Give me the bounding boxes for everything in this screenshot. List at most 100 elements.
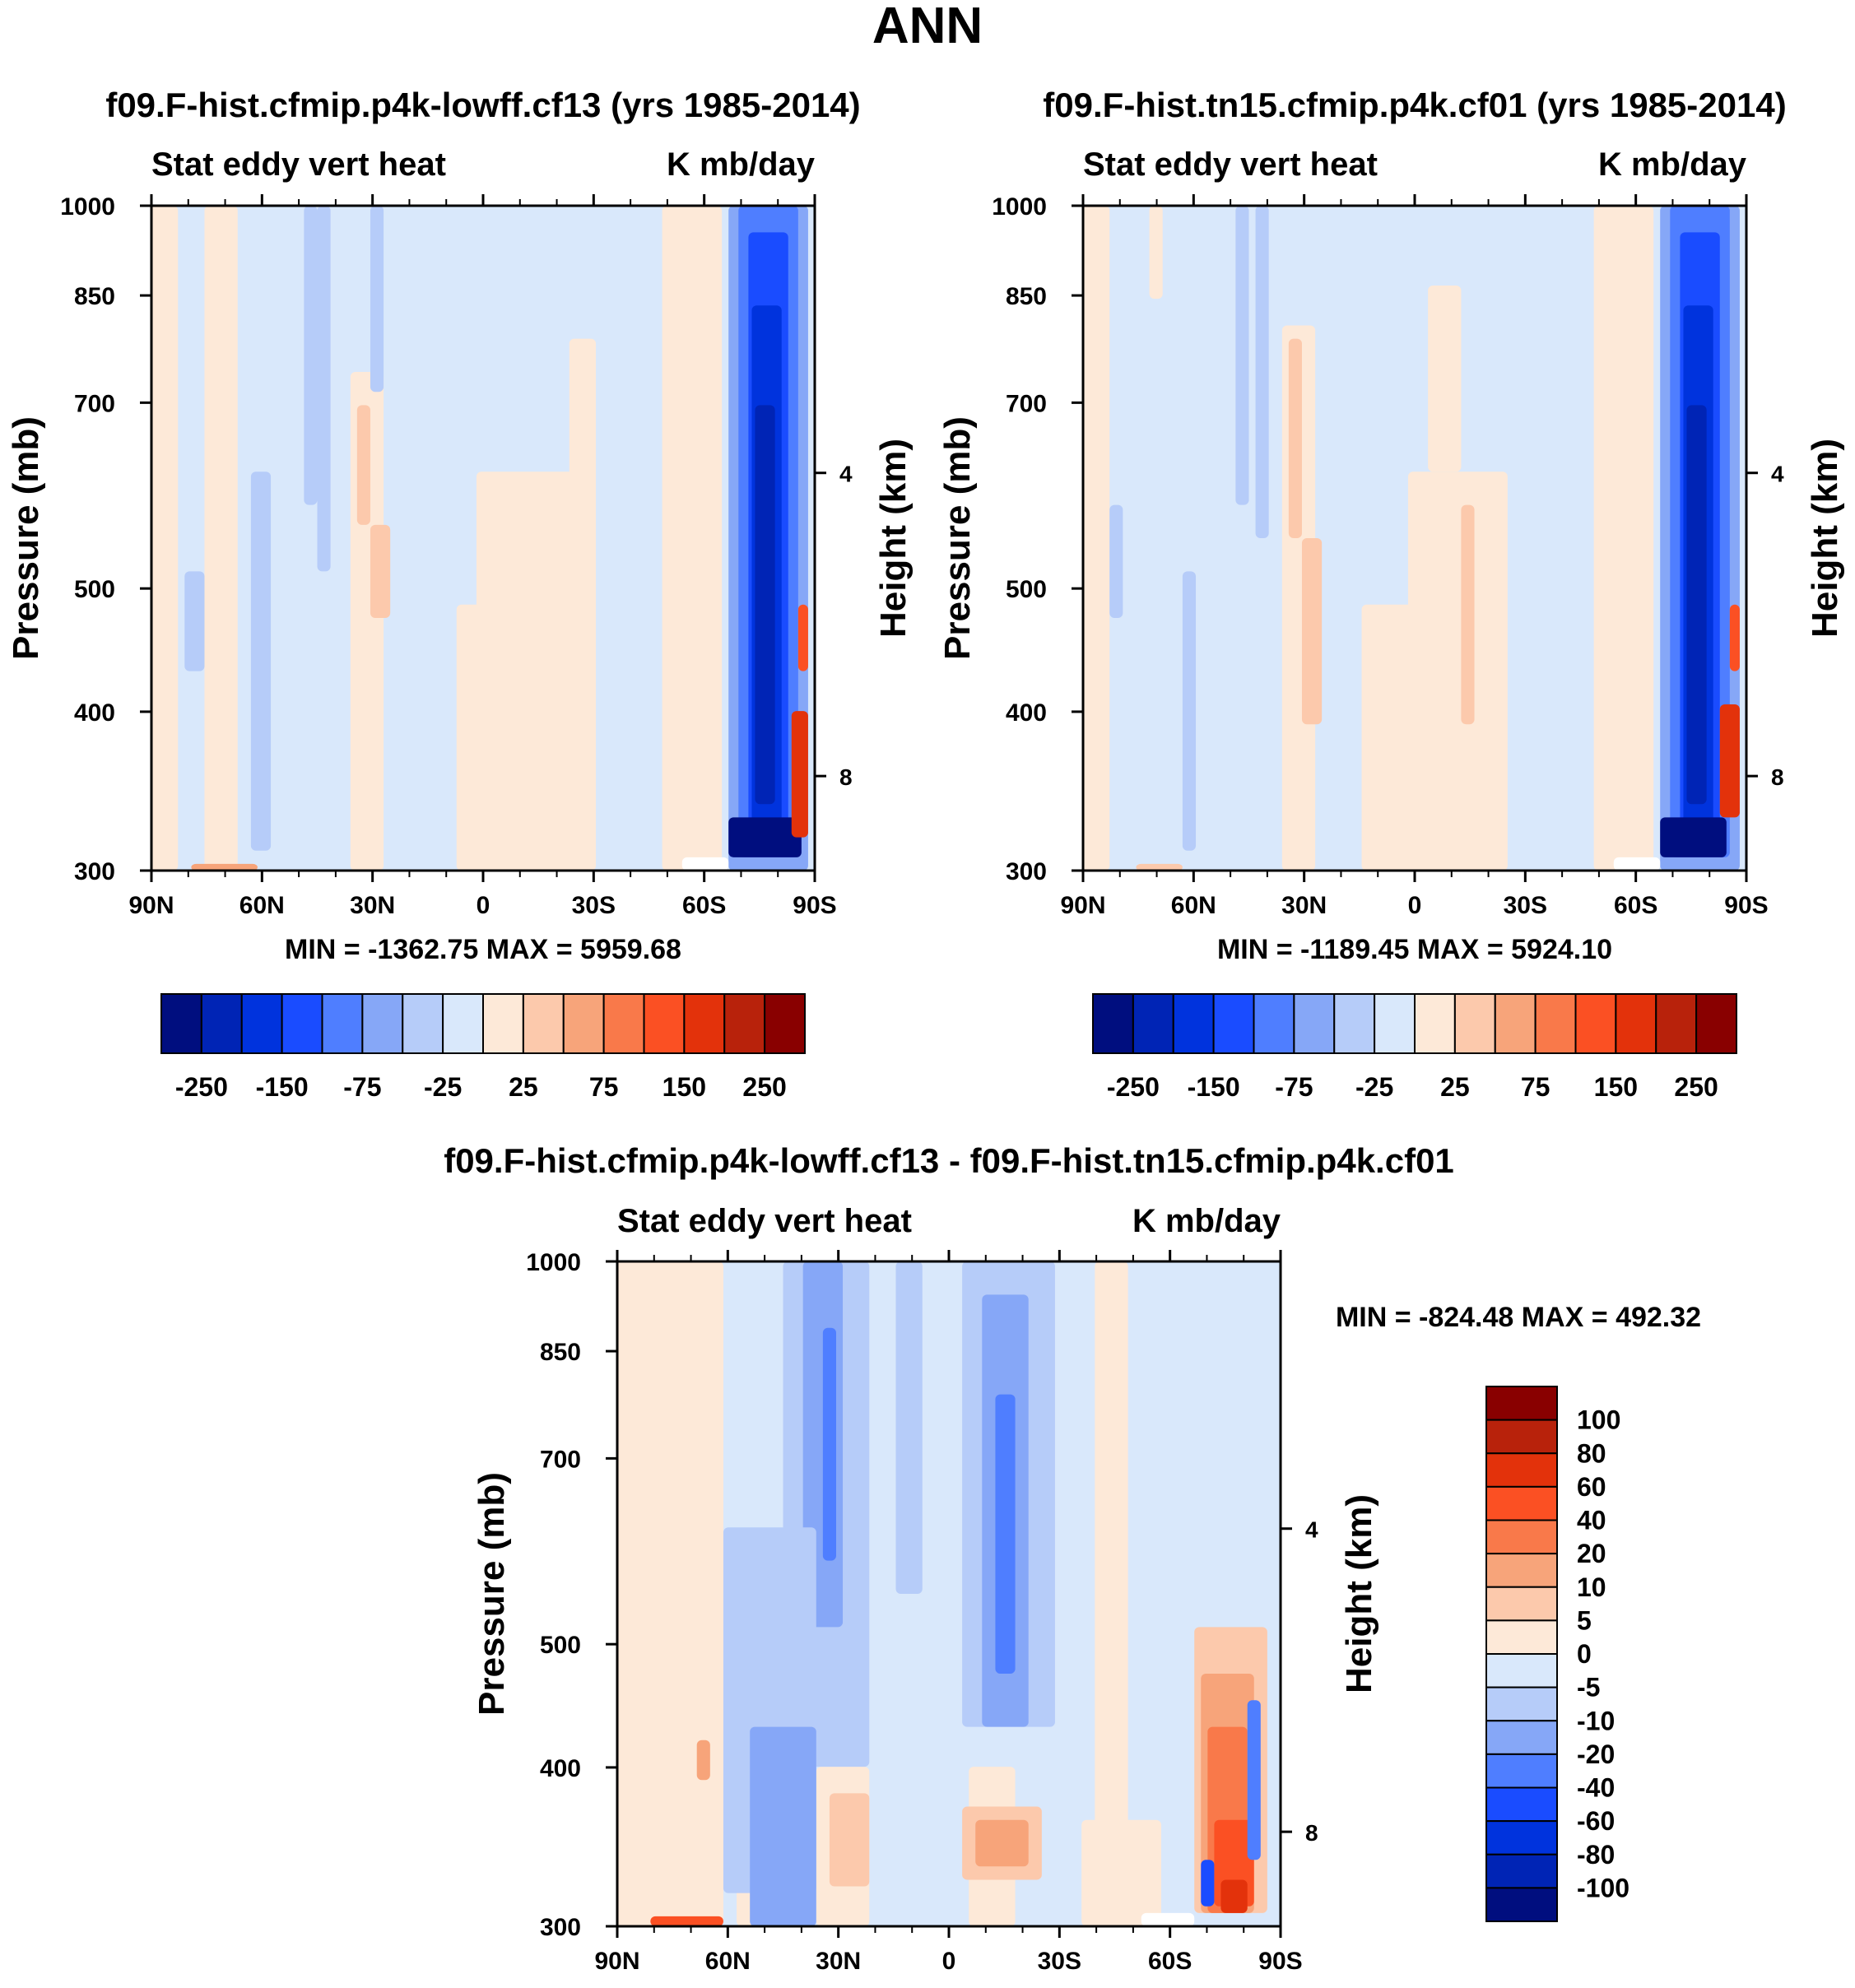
- shaded-region: [569, 338, 597, 871]
- y-tick-label: 400: [1006, 699, 1047, 727]
- colorbar-label: -150: [256, 1072, 309, 1102]
- shaded-region: [1220, 1879, 1248, 1913]
- colorbar-swatch: [1485, 1853, 1558, 1889]
- x-tick-label: 90S: [1724, 892, 1768, 919]
- colorbar-swatch: [1453, 993, 1496, 1054]
- colorbar-swatch: [1485, 1485, 1558, 1521]
- shaded-region: [995, 1394, 1016, 1674]
- colorbar-label: -25: [424, 1072, 462, 1102]
- colorbar-swatch: [1092, 993, 1134, 1054]
- x-tick-label: 60N: [239, 892, 285, 919]
- y2-tick-label: 8: [839, 764, 853, 790]
- panel-diff: f09.F-hist.cfmip.p4k-lowff.cf13 - f09.F-…: [444, 1141, 1701, 1975]
- y-tick-label: 500: [540, 1632, 581, 1659]
- colorbar-swatch: [1485, 1419, 1558, 1455]
- x-tick-label: 0: [477, 892, 490, 919]
- y-tick-label: 1000: [526, 1249, 581, 1276]
- shaded-region: [1083, 206, 1110, 871]
- colorbar-label: -250: [1107, 1072, 1160, 1102]
- y-tick-label: 850: [74, 283, 115, 310]
- shaded-region: [1141, 1912, 1195, 1926]
- colorbar-label: 75: [589, 1072, 619, 1102]
- y2-tick-label: 8: [1771, 764, 1784, 790]
- y-tick-label: 300: [1006, 858, 1047, 885]
- colorbar-swatch: [1485, 1586, 1558, 1622]
- colorbar-label: -250: [175, 1072, 228, 1102]
- shaded-region: [370, 206, 384, 392]
- panels: f09.F-hist.cfmip.p4k-lowff.cf13 (yrs 198…: [6, 86, 1845, 1975]
- colorbar-label: -75: [343, 1072, 381, 1102]
- x-tick-label: 30N: [350, 892, 395, 919]
- colorbar-label: -75: [1275, 1072, 1313, 1102]
- shaded-region: [696, 1740, 710, 1781]
- colorbar-label: -5: [1577, 1673, 1600, 1702]
- y-tick-label: 850: [540, 1339, 581, 1366]
- shaded-region: [370, 524, 391, 618]
- shaded-region: [1288, 338, 1302, 538]
- colorbar-label: 25: [1440, 1072, 1470, 1102]
- panel-b: f09.F-hist.tn15.cfmip.p4k.cf01 (yrs 1985…: [937, 86, 1845, 1102]
- shaded-region: [317, 206, 331, 572]
- colorbar-swatch: [562, 993, 605, 1054]
- min-max-stats: MIN = -824.48 MAX = 492.32: [1336, 1302, 1701, 1333]
- shaded-region: [1201, 1860, 1215, 1907]
- colorbar-swatch: [442, 993, 484, 1054]
- colorbar-label: 100: [1577, 1405, 1620, 1435]
- y-tick-label: 500: [1006, 576, 1047, 603]
- shaded-region: [1593, 206, 1654, 871]
- y2-axis-label: Height (km): [1339, 1494, 1379, 1693]
- colorbar-swatch: [1485, 1553, 1558, 1588]
- shaded-region: [1428, 285, 1462, 472]
- shaded-region: [1407, 471, 1508, 871]
- colorbar-swatch: [1293, 993, 1336, 1054]
- x-tick-label: 90N: [128, 892, 174, 919]
- x-tick-label: 60S: [1148, 1948, 1192, 1975]
- x-tick-label: 90S: [793, 892, 836, 919]
- y-tick-label: 700: [1006, 390, 1047, 417]
- min-max-stats: MIN = -1362.75 MAX = 5959.68: [285, 934, 681, 965]
- shaded-region: [1095, 1261, 1128, 1926]
- shaded-region: [791, 711, 808, 838]
- y-tick-label: 300: [74, 858, 115, 885]
- colorbar-swatch: [402, 993, 444, 1054]
- y-tick-label: 1000: [60, 193, 115, 221]
- colorbar-swatch: [1333, 993, 1376, 1054]
- x-tick-label: 30N: [1281, 892, 1327, 919]
- shaded-region: [184, 571, 205, 671]
- x-tick-label: 60N: [705, 1948, 751, 1975]
- shaded-region: [1686, 405, 1707, 805]
- panel-title: f09.F-hist.cfmip.p4k-lowff.cf13 - f09.F-…: [444, 1141, 1454, 1180]
- shaded-region: [728, 817, 802, 857]
- colorbar-label: -80: [1577, 1840, 1615, 1870]
- colorbar-swatch: [602, 993, 645, 1054]
- variable-label: Stat eddy vert heat: [617, 1203, 912, 1239]
- shaded-region: [617, 1261, 723, 1926]
- shaded-region: [204, 206, 238, 871]
- colorbar-label: 75: [1521, 1072, 1550, 1102]
- y-tick-label: 1000: [992, 193, 1047, 221]
- colorbar-label: -60: [1577, 1806, 1615, 1836]
- y2-tick-label: 4: [1305, 1517, 1318, 1543]
- colorbar-swatch: [1485, 1887, 1558, 1922]
- colorbar-swatch: [1253, 993, 1295, 1054]
- colorbar-swatch: [1485, 1720, 1558, 1755]
- shaded-region: [1182, 571, 1197, 851]
- colorbar-label: 250: [1674, 1072, 1718, 1102]
- colorbar-swatch: [1574, 993, 1617, 1054]
- colorbar-swatch: [1485, 1452, 1558, 1488]
- x-tick-label: 90N: [594, 1948, 639, 1975]
- shaded-region: [895, 1261, 923, 1594]
- colorbar-swatch: [160, 993, 202, 1054]
- min-max-stats: MIN = -1189.45 MAX = 5924.10: [1217, 934, 1612, 965]
- x-tick-label: 90N: [1060, 892, 1105, 919]
- colorbar-label: 5: [1577, 1605, 1592, 1635]
- colorbar-swatch: [1485, 1519, 1558, 1555]
- shaded-region: [797, 604, 808, 671]
- shaded-region: [1081, 1819, 1161, 1926]
- shaded-region: [1301, 538, 1323, 725]
- shaded-region: [191, 863, 258, 871]
- units-label: K mb/day: [1598, 146, 1747, 183]
- panel-a: f09.F-hist.cfmip.p4k-lowff.cf13 (yrs 198…: [6, 86, 914, 1102]
- x-tick-label: 90S: [1258, 1948, 1302, 1975]
- colorbar-swatch: [1485, 1786, 1558, 1823]
